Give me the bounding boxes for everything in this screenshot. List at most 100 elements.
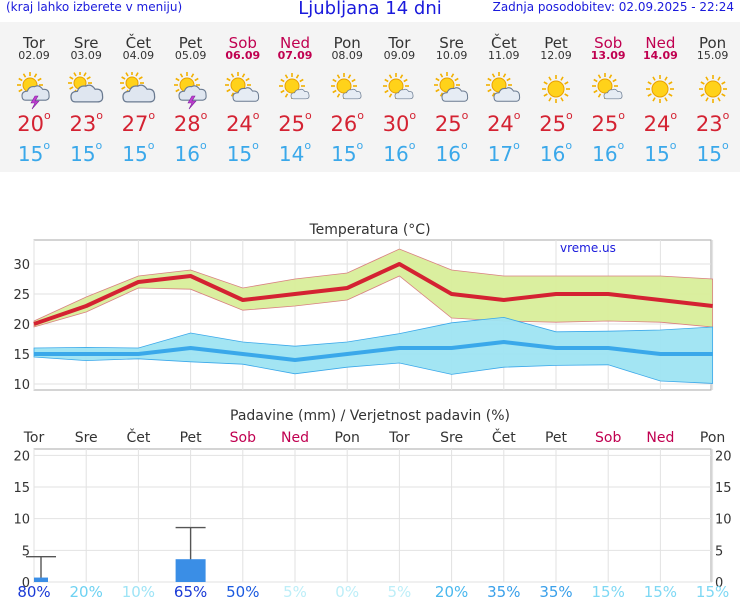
min-temperature: 16o	[383, 139, 416, 166]
precip-day-label: Tor	[23, 430, 45, 446]
cloudy-icon	[112, 71, 164, 108]
precip-probability-label: 15%	[592, 583, 625, 600]
precip-probability-label: 5%	[388, 583, 412, 600]
day-name: Ned	[645, 34, 676, 52]
y-tick-label-right: 15	[715, 481, 732, 496]
max-temperature: 27o	[121, 109, 156, 136]
precip-probability-label: 15%	[696, 583, 729, 600]
day-date: 02.09	[18, 49, 50, 62]
watermark: vreme.us	[560, 241, 616, 255]
y-tick-label: 15	[13, 348, 30, 363]
max-temperature: 24o	[226, 109, 260, 136]
max-temperature: 25o	[539, 109, 573, 136]
partly-cloudy-icon	[217, 72, 269, 108]
precip-bar	[34, 577, 48, 582]
y-tick-label-left: 0	[22, 576, 30, 591]
precip-probability-label: 20%	[70, 583, 103, 600]
precip-day-label: Ned	[646, 430, 674, 446]
min-temperature: 14o	[278, 139, 312, 166]
min-temperature: 15o	[644, 139, 677, 166]
day-name: Sre	[73, 34, 99, 52]
min-temperature: 15o	[331, 139, 364, 166]
partly-sunny-icon	[582, 72, 634, 108]
min-temperature: 17o	[487, 139, 520, 166]
min-temperature: 15o	[70, 139, 103, 166]
precip-probability-label: 65%	[174, 583, 207, 600]
min-temperature: 15o	[122, 139, 155, 166]
sunny-icon	[634, 72, 686, 108]
partly-cloudy-icon	[426, 72, 478, 108]
day-date: 05.09	[174, 49, 207, 62]
page-title: Ljubljana 14 dni	[298, 0, 442, 19]
y-tick-label: 10	[13, 378, 30, 393]
day-name: Pet	[178, 34, 203, 52]
max-temperature: 25o	[278, 109, 312, 136]
day-date: 03.09	[70, 49, 102, 62]
partly-cloudy-icon	[478, 72, 530, 108]
day-date: 12.09	[540, 49, 572, 62]
day-name: Tor	[388, 34, 411, 52]
last-updated: Zadnja posodobitev: 02.09.2025 - 22:24	[492, 0, 734, 14]
precip-day-label: Sre	[75, 430, 98, 446]
partly-sunny-icon	[321, 72, 373, 108]
y-tick-label-left: 15	[13, 481, 30, 496]
precipitation-chart-title: Padavine (mm) / Verjetnost padavin (%)	[230, 408, 510, 424]
day-date: 04.09	[122, 49, 155, 62]
day-name: Čet	[491, 34, 517, 52]
partly-sunny-icon	[373, 72, 425, 108]
day-name: Pon	[698, 34, 727, 52]
max-temperature: 26o	[330, 109, 364, 136]
day-date: 08.09	[331, 49, 363, 62]
precip-day-label: Pon	[700, 430, 725, 446]
precip-probability-label: 0%	[335, 583, 359, 600]
precip-probability-label: 15%	[644, 583, 677, 600]
day-name: Tor	[23, 34, 45, 52]
min-temperature: 16o	[435, 139, 468, 166]
max-temperature: 24o	[487, 109, 521, 136]
day-date: 06.09	[225, 49, 261, 62]
precip-day-label: Pon	[335, 430, 360, 446]
max-temperature: 25o	[591, 109, 625, 136]
y-tick-label-right: 10	[715, 513, 732, 528]
daily-forecast-strip: Tor 02.09 20o 15o Sre 03.09 23o 15o Čet 04.09 27o 1…	[0, 22, 740, 172]
day-date: 07.09	[277, 49, 313, 62]
y-tick-label-left: 5	[22, 544, 30, 559]
location-menu-hint[interactable]: (kraj lahko izberete v meniju)	[6, 0, 183, 14]
max-temperature: 23o	[69, 109, 103, 136]
precip-day-label: Tor	[388, 430, 410, 446]
day-date: 09.09	[383, 49, 416, 62]
precip-day-label: Čet	[126, 428, 150, 446]
max-temperature: 24o	[643, 109, 678, 136]
precip-day-label: Sre	[440, 430, 463, 446]
day-name: Čet	[125, 34, 152, 52]
partly-sunny-icon	[269, 72, 321, 108]
day-date: 11.09	[488, 49, 520, 62]
day-date: 14.09	[642, 49, 678, 62]
precip-probability-label: 80%	[17, 583, 50, 600]
precip-probability-label: 5%	[283, 583, 307, 600]
max-temperature: 30o	[382, 109, 417, 136]
precip-day-label: Pet	[545, 430, 568, 446]
y-tick-label-right: 5	[715, 544, 723, 559]
temperature-chart-title: Temperatura (°C)	[308, 222, 430, 238]
day-date: 15.09	[696, 49, 729, 62]
sunny-icon	[530, 72, 582, 108]
precip-probability-label: 50%	[226, 583, 259, 600]
precip-probability-label: 20%	[435, 583, 468, 600]
y-tick-label-right: 20	[715, 449, 732, 464]
precip-day-label: Pet	[180, 430, 203, 446]
thunderstorm-icon	[8, 72, 60, 110]
day-name: Ned	[280, 34, 310, 52]
y-tick-label: 25	[13, 288, 30, 303]
day-name: Pon	[333, 34, 361, 52]
precip-day-label: Čet	[492, 428, 516, 446]
precip-probability-label: 10%	[122, 583, 155, 600]
min-temperature-line	[34, 340, 713, 362]
thunderstorm-icon	[165, 72, 217, 110]
max-temperature: 28o	[173, 109, 208, 136]
max-temperature: 25o	[434, 109, 469, 136]
precip-probability-label: 35%	[487, 583, 520, 600]
precip-probability-label: 35%	[539, 583, 572, 600]
day-name: Sre	[439, 34, 464, 52]
